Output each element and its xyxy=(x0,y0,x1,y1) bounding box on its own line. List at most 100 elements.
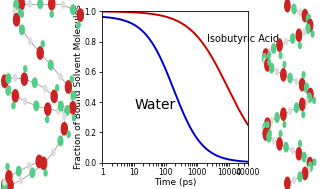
Circle shape xyxy=(307,167,310,174)
Circle shape xyxy=(32,78,37,87)
Circle shape xyxy=(46,116,49,122)
Circle shape xyxy=(277,138,282,150)
Circle shape xyxy=(27,163,31,169)
Circle shape xyxy=(18,9,21,15)
Circle shape xyxy=(302,167,308,180)
Circle shape xyxy=(291,34,295,43)
Circle shape xyxy=(71,5,75,14)
Circle shape xyxy=(6,74,11,83)
Text: Water: Water xyxy=(134,98,176,112)
Circle shape xyxy=(21,73,27,85)
Circle shape xyxy=(265,118,270,130)
Circle shape xyxy=(63,114,66,120)
Circle shape xyxy=(263,123,267,132)
Circle shape xyxy=(61,2,65,8)
Circle shape xyxy=(307,14,311,24)
Circle shape xyxy=(41,41,44,47)
Circle shape xyxy=(279,131,282,137)
Circle shape xyxy=(61,123,67,135)
Circle shape xyxy=(305,98,308,104)
Circle shape xyxy=(73,100,77,106)
Circle shape xyxy=(285,39,287,45)
Circle shape xyxy=(13,8,16,15)
Circle shape xyxy=(313,97,316,103)
Circle shape xyxy=(23,98,26,105)
Circle shape xyxy=(296,29,302,41)
Circle shape xyxy=(44,170,47,176)
Circle shape xyxy=(20,25,24,35)
Circle shape xyxy=(263,49,268,61)
Circle shape xyxy=(268,52,270,58)
Circle shape xyxy=(272,44,276,53)
Circle shape xyxy=(50,11,53,17)
Circle shape xyxy=(2,179,8,189)
Circle shape xyxy=(307,93,312,102)
Circle shape xyxy=(309,19,312,26)
Circle shape xyxy=(2,75,8,87)
Circle shape xyxy=(295,78,298,85)
Circle shape xyxy=(267,132,271,142)
Circle shape xyxy=(65,81,71,93)
Circle shape xyxy=(307,157,309,164)
Circle shape xyxy=(272,137,275,144)
Circle shape xyxy=(266,122,269,128)
Circle shape xyxy=(65,106,69,115)
Circle shape xyxy=(268,130,271,136)
Circle shape xyxy=(284,143,288,152)
Circle shape xyxy=(70,102,76,114)
X-axis label: Time (ps): Time (ps) xyxy=(154,178,196,187)
Circle shape xyxy=(292,4,296,14)
Circle shape xyxy=(28,38,32,44)
Circle shape xyxy=(13,14,19,26)
Circle shape xyxy=(19,177,22,184)
Circle shape xyxy=(302,111,305,118)
Circle shape xyxy=(306,24,310,33)
Circle shape xyxy=(308,162,312,172)
Circle shape xyxy=(6,164,9,170)
Circle shape xyxy=(77,22,80,28)
Circle shape xyxy=(52,149,55,156)
Circle shape xyxy=(38,0,43,9)
Circle shape xyxy=(281,108,286,120)
Circle shape xyxy=(265,59,270,71)
Circle shape xyxy=(36,155,42,168)
Circle shape xyxy=(283,121,286,127)
Circle shape xyxy=(3,182,6,188)
Circle shape xyxy=(302,152,306,162)
Circle shape xyxy=(289,108,291,114)
Circle shape xyxy=(268,59,270,65)
Circle shape xyxy=(14,0,18,10)
Circle shape xyxy=(51,90,57,102)
Circle shape xyxy=(305,83,309,93)
Circle shape xyxy=(281,69,286,81)
Circle shape xyxy=(67,131,70,137)
Circle shape xyxy=(7,179,13,189)
Circle shape xyxy=(288,73,292,83)
Circle shape xyxy=(28,1,31,7)
Circle shape xyxy=(283,62,286,68)
Circle shape xyxy=(24,66,27,72)
Y-axis label: Fraction of Bound Solvent Molecules: Fraction of Bound Solvent Molecules xyxy=(74,5,83,169)
Circle shape xyxy=(59,73,62,80)
Circle shape xyxy=(299,98,305,111)
Circle shape xyxy=(16,167,21,176)
Text: Isobutyric Acid: Isobutyric Acid xyxy=(207,34,279,43)
Circle shape xyxy=(59,101,63,111)
Circle shape xyxy=(49,0,55,10)
Circle shape xyxy=(296,148,302,160)
Circle shape xyxy=(41,157,47,170)
Circle shape xyxy=(2,180,7,189)
Circle shape xyxy=(270,118,273,124)
Circle shape xyxy=(276,68,278,75)
Circle shape xyxy=(13,74,17,81)
Circle shape xyxy=(262,54,267,63)
Circle shape xyxy=(268,48,270,55)
Circle shape xyxy=(302,9,308,22)
Circle shape xyxy=(307,157,313,170)
Circle shape xyxy=(311,31,314,37)
Circle shape xyxy=(77,9,83,21)
Circle shape xyxy=(298,172,302,181)
Circle shape xyxy=(6,86,11,95)
Circle shape xyxy=(30,168,35,177)
Circle shape xyxy=(12,102,15,109)
